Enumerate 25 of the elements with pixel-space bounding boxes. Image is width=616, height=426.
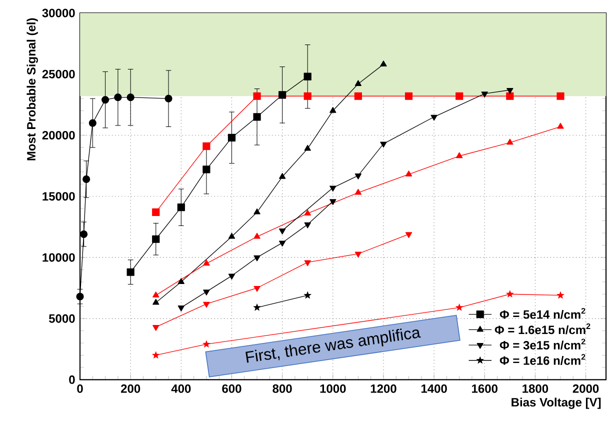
y-axis-title: Most Probable Signal (el) (26, 18, 38, 160)
x-tick-label: 1200 (370, 384, 396, 394)
x-axis-title: Bias Voltage [V] (512, 398, 601, 410)
y-tick-label: 25000 (42, 70, 75, 79)
y-tick-label: 10000 (42, 253, 75, 262)
x-tick-label: 200 (120, 384, 140, 394)
x-tick-label: 400 (171, 384, 191, 394)
legend-label: Φ = 3e15 n/cm$^{2}$ (500, 338, 586, 350)
x-tick-label: 1000 (320, 384, 346, 394)
x-tick-label: 600 (222, 384, 242, 394)
x-tick-label: 1800 (522, 384, 548, 394)
legend-label: Φ = 1e16 n/cm$^{2}$ (500, 354, 586, 366)
x-tick-label: 1400 (421, 384, 447, 394)
annotation: First, there was amplifica (246, 328, 421, 363)
y-tick-label: 15000 (42, 192, 75, 201)
legend-label: Φ = 5e14 n/cm$^{2}$ (500, 308, 586, 320)
y-tick-label: 5000 (48, 314, 75, 323)
x-tick-label: 1600 (472, 384, 498, 394)
y-tick-label: 0 (69, 376, 75, 384)
y-tick-label: 30000 (42, 8, 75, 18)
x-tick-label: 0 (77, 384, 83, 394)
x-tick-label: 2000 (572, 384, 599, 394)
legend-label: Φ = 1.6e15 n/cm$^{2}$ (494, 324, 590, 334)
x-tick-label: 800 (272, 384, 292, 394)
y-tick-label: 20000 (42, 131, 75, 140)
